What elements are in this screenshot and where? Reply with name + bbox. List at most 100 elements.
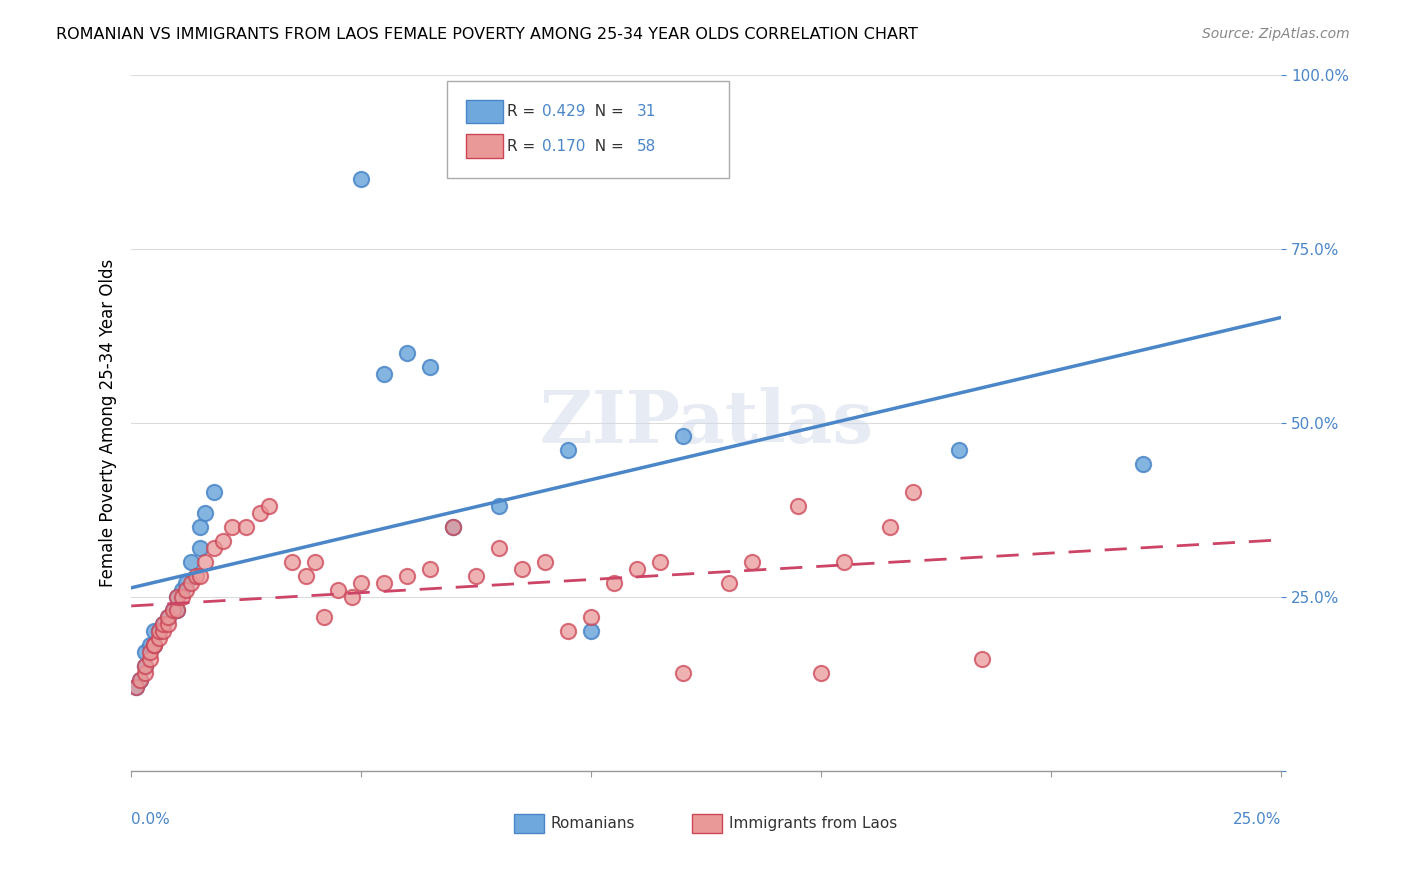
Point xyxy=(350,575,373,590)
Point xyxy=(134,645,156,659)
Point xyxy=(166,603,188,617)
Text: ZIPatlas: ZIPatlas xyxy=(538,387,873,458)
FancyBboxPatch shape xyxy=(447,81,730,178)
Point xyxy=(143,638,166,652)
Point xyxy=(180,575,202,590)
Point xyxy=(901,485,924,500)
Point xyxy=(373,575,395,590)
Text: 25.0%: 25.0% xyxy=(1233,813,1281,828)
Point xyxy=(419,562,441,576)
Point xyxy=(396,346,419,360)
Point xyxy=(465,568,488,582)
Point xyxy=(143,638,166,652)
Point xyxy=(125,680,148,694)
FancyBboxPatch shape xyxy=(515,814,544,833)
Point xyxy=(152,617,174,632)
Point xyxy=(157,610,180,624)
Point xyxy=(148,632,170,646)
Point xyxy=(488,541,510,555)
Point xyxy=(180,555,202,569)
Point xyxy=(810,666,832,681)
FancyBboxPatch shape xyxy=(465,135,503,158)
Text: Immigrants from Laos: Immigrants from Laos xyxy=(730,816,897,831)
Point xyxy=(148,624,170,639)
Point xyxy=(166,590,188,604)
Point xyxy=(257,499,280,513)
Point xyxy=(1132,458,1154,472)
Y-axis label: Female Poverty Among 25-34 Year Olds: Female Poverty Among 25-34 Year Olds xyxy=(100,259,117,587)
Text: N =: N = xyxy=(585,103,628,119)
Point xyxy=(718,575,741,590)
Point xyxy=(143,624,166,639)
Point xyxy=(340,590,363,604)
Text: R =: R = xyxy=(508,103,540,119)
Point xyxy=(194,555,217,569)
Text: 0.0%: 0.0% xyxy=(131,813,170,828)
Point xyxy=(557,443,579,458)
Text: N =: N = xyxy=(585,139,628,153)
Point xyxy=(350,172,373,186)
Point xyxy=(176,575,198,590)
Point xyxy=(194,506,217,520)
Point xyxy=(948,443,970,458)
Point xyxy=(202,485,225,500)
Point xyxy=(441,520,464,534)
Point xyxy=(373,367,395,381)
Point xyxy=(202,541,225,555)
Point xyxy=(176,582,198,597)
Point xyxy=(741,555,763,569)
Text: 0.170: 0.170 xyxy=(541,139,585,153)
Point xyxy=(162,603,184,617)
Text: 0.429: 0.429 xyxy=(541,103,585,119)
Point xyxy=(129,673,152,687)
Point xyxy=(235,520,257,534)
Point xyxy=(879,520,901,534)
Point xyxy=(129,673,152,687)
FancyBboxPatch shape xyxy=(465,100,503,123)
Text: ROMANIAN VS IMMIGRANTS FROM LAOS FEMALE POVERTY AMONG 25-34 YEAR OLDS CORRELATIO: ROMANIAN VS IMMIGRANTS FROM LAOS FEMALE … xyxy=(56,27,918,42)
Point xyxy=(166,590,188,604)
Point xyxy=(650,555,672,569)
Point xyxy=(626,562,648,576)
Point xyxy=(249,506,271,520)
Text: 31: 31 xyxy=(637,103,657,119)
Point xyxy=(579,624,602,639)
Point xyxy=(157,617,180,632)
Text: R =: R = xyxy=(508,139,540,153)
Point xyxy=(221,520,243,534)
Point xyxy=(304,555,326,569)
Point xyxy=(134,659,156,673)
Point xyxy=(134,666,156,681)
Point xyxy=(138,652,160,666)
Point xyxy=(295,568,318,582)
Point xyxy=(143,638,166,652)
Point xyxy=(148,624,170,639)
Point xyxy=(138,645,160,659)
Point xyxy=(188,520,211,534)
Point xyxy=(328,582,350,597)
Point xyxy=(510,562,533,576)
Point xyxy=(832,555,855,569)
Point xyxy=(557,624,579,639)
Text: Source: ZipAtlas.com: Source: ZipAtlas.com xyxy=(1202,27,1350,41)
Point xyxy=(125,680,148,694)
Point xyxy=(419,359,441,374)
Point xyxy=(212,533,235,548)
Point xyxy=(534,555,557,569)
Text: 58: 58 xyxy=(637,139,657,153)
Point xyxy=(396,568,419,582)
Point xyxy=(166,603,188,617)
Point xyxy=(188,541,211,555)
Text: Romanians: Romanians xyxy=(551,816,636,831)
Point xyxy=(170,582,193,597)
Point xyxy=(134,659,156,673)
Point xyxy=(603,575,626,590)
Point xyxy=(157,610,180,624)
Point xyxy=(184,568,207,582)
Point xyxy=(162,603,184,617)
Point xyxy=(138,638,160,652)
Point xyxy=(787,499,810,513)
Point xyxy=(281,555,304,569)
Point xyxy=(579,610,602,624)
Point xyxy=(488,499,510,513)
